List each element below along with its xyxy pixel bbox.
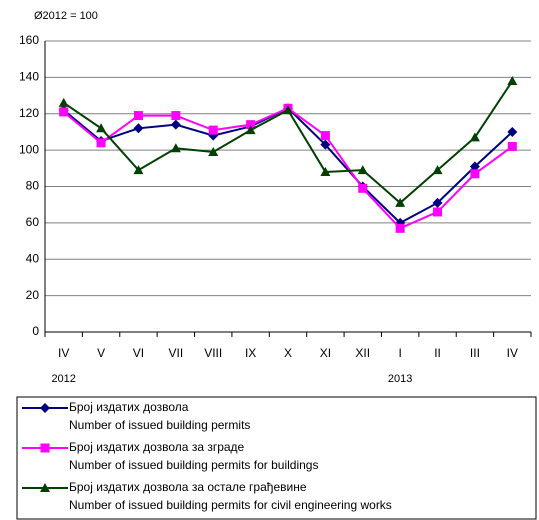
marker: [320, 131, 330, 141]
marker: [432, 165, 443, 175]
x-tick-label: IV: [507, 346, 518, 360]
legend-label: Број издатих дозвола: [69, 400, 189, 414]
marker: [40, 443, 50, 453]
year-label: 2013: [388, 373, 412, 385]
x-tick-label: IV: [58, 346, 69, 360]
x-tick-label: II: [434, 346, 441, 360]
marker: [395, 223, 405, 233]
marker: [246, 120, 256, 130]
y-tick-label: 20: [26, 288, 40, 302]
x-tick-label: X: [284, 346, 292, 360]
marker: [133, 111, 143, 121]
legend-label: Број издатих дозвола за зграде: [69, 440, 245, 454]
legend-label-en: Number of issued building permits for bu…: [69, 458, 318, 472]
y-tick-label: 0: [32, 324, 39, 338]
x-tick-label: I: [398, 346, 401, 360]
x-tick-label: VII: [169, 346, 184, 360]
marker: [320, 166, 331, 176]
chart-subtitle: Ø2012 = 100: [34, 10, 98, 22]
marker: [507, 76, 518, 86]
marker: [320, 139, 331, 150]
series-line: [63, 107, 513, 230]
marker: [59, 107, 69, 117]
legend-box: [16, 396, 537, 520]
marker: [133, 165, 144, 175]
marker: [283, 105, 293, 115]
x-tick-label: XII: [355, 346, 370, 360]
x-tick-label: V: [97, 346, 105, 360]
y-tick-label: 100: [19, 142, 39, 156]
y-tick-label: 140: [19, 70, 39, 84]
y-tick-label: 60: [26, 215, 40, 229]
y-tick-label: 40: [26, 251, 40, 265]
y-tick-label: 160: [19, 33, 39, 47]
marker: [357, 165, 368, 175]
marker: [170, 143, 181, 153]
series-line: [63, 80, 514, 205]
marker: [469, 132, 480, 142]
marker: [358, 183, 368, 193]
marker: [58, 97, 69, 107]
x-tick-label: VIII: [204, 346, 222, 360]
marker: [40, 483, 50, 492]
marker: [245, 125, 256, 135]
marker: [433, 207, 443, 217]
marker: [208, 125, 218, 135]
marker: [395, 197, 406, 207]
marker: [470, 169, 480, 179]
year-label: 2012: [51, 373, 75, 385]
marker: [469, 161, 480, 172]
marker: [96, 123, 107, 133]
x-tick-label: XI: [320, 346, 331, 360]
marker: [507, 141, 517, 151]
y-tick-label: 120: [19, 106, 39, 120]
marker: [96, 138, 106, 148]
y-tick-label: 80: [26, 179, 40, 193]
legend-label-en: Number of issued building permits for ci…: [69, 498, 392, 512]
marker: [507, 126, 518, 137]
legend-label-en: Number of issued building permits: [69, 418, 250, 432]
legend-label: Број издатих дозвола за остале грађевине: [69, 480, 307, 494]
marker: [208, 146, 219, 156]
x-tick-label: IX: [245, 346, 256, 360]
x-tick-label: VI: [133, 346, 144, 360]
marker: [171, 111, 181, 121]
marker: [432, 197, 443, 208]
marker: [170, 119, 181, 130]
x-tick-label: III: [470, 346, 480, 360]
marker: [40, 403, 50, 413]
marker: [133, 123, 144, 134]
